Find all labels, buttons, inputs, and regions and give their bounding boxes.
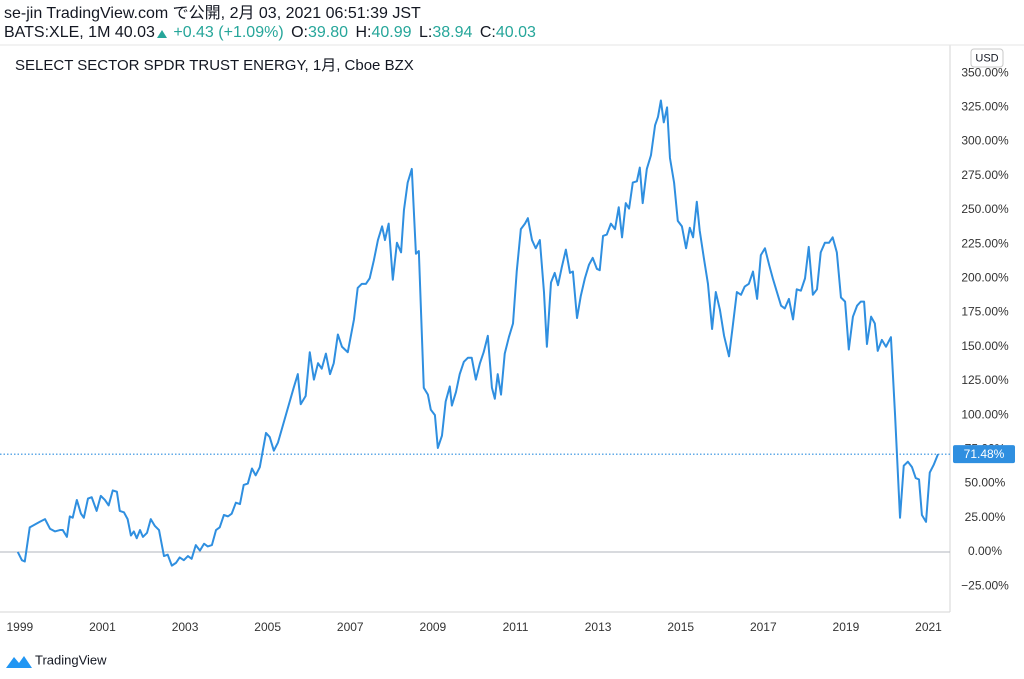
publisher: se-jin TradingView.com で公開, 2月 03, 2021 …: [4, 5, 421, 22]
x-tick-label: 2007: [337, 620, 364, 634]
x-tick-label: 2011: [503, 620, 529, 634]
y-tick-label: 275.00%: [961, 168, 1009, 182]
x-tick-label: 2005: [254, 620, 281, 634]
currency-box[interactable]: [970, 48, 1004, 68]
y-tick-label: 100.00%: [961, 407, 1009, 421]
y-tick-label: 300.00%: [961, 134, 1009, 148]
brand: TradingView: [35, 652, 107, 667]
x-tick-label: 2021: [915, 620, 942, 634]
y-tick-label: 250.00%: [961, 202, 1009, 216]
y-tick-label: 0.00%: [968, 544, 1002, 558]
y-tick-label: 175.00%: [961, 305, 1009, 319]
x-tick-label: 2009: [420, 620, 447, 634]
symbol: BATS:XLE, 1M 40.03: [4, 24, 155, 41]
x-tick-label: 2003: [172, 620, 199, 634]
ohlc-label: H:: [355, 24, 371, 41]
ohlc-label: L:: [419, 24, 432, 41]
brand-logo: [6, 656, 32, 668]
ohlc-value: 39.80: [308, 24, 348, 41]
y-tick-label: 150.00%: [961, 339, 1009, 353]
x-tick-label: 1999: [6, 620, 33, 634]
currency: USD: [975, 52, 998, 64]
y-tick-label: 25.00%: [965, 510, 1006, 524]
ohlc-label: C:: [480, 24, 496, 41]
y-tick-label: 200.00%: [961, 271, 1009, 285]
x-tick-label: 2015: [667, 620, 694, 634]
price-line: [16, 99, 939, 567]
x-tick-label: 2001: [89, 620, 116, 634]
change: +0.43 (+1.09%): [173, 24, 283, 41]
x-tick-label: 2019: [833, 620, 860, 634]
last-price-label: 71.48%: [964, 447, 1005, 461]
ohlc-value: 40.03: [496, 24, 536, 41]
x-tick-label: 2013: [585, 620, 612, 634]
last-price-box: [953, 445, 1015, 464]
y-tick-label: 125.00%: [961, 373, 1009, 387]
ohlc-value: 40.99: [371, 24, 411, 41]
ohlc-label: O:: [291, 24, 308, 41]
y-tick-label: 350.00%: [961, 65, 1009, 79]
legend-line: BATS:XLE, 1M 40.03 +0.43 (+1.09%) O:39.8…: [4, 24, 536, 41]
chart-title: SELECT SECTOR SPDR TRUST ENERGY, 1月, Cbo…: [15, 57, 414, 74]
y-tick-label: −25.00%: [961, 578, 1009, 592]
ohlc-value: 38.94: [432, 24, 472, 41]
y-tick-label: 225.00%: [961, 236, 1009, 250]
x-tick-label: 2017: [750, 620, 777, 634]
up-arrow-icon: [156, 30, 167, 38]
y-tick-label: 325.00%: [961, 100, 1009, 114]
y-tick-label: 50.00%: [965, 476, 1006, 490]
